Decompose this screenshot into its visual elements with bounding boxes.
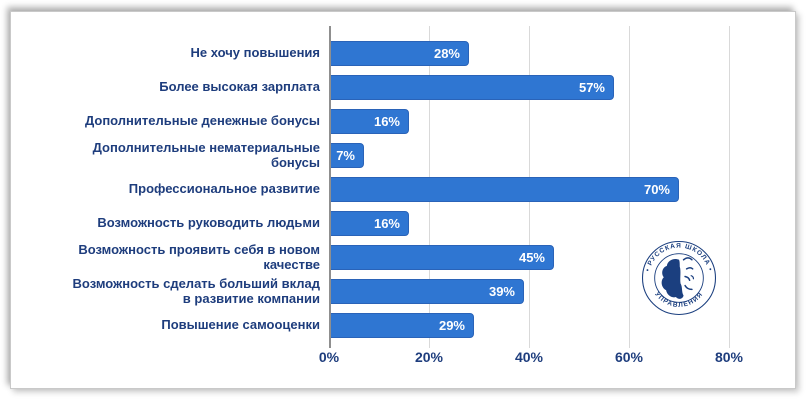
bar: 28% <box>329 40 469 66</box>
lion-head-icon <box>661 257 695 299</box>
bar-row: 39% <box>329 274 779 308</box>
company-logo: • РУССКАЯ ШКОЛА • УПРАВЛЕНИЯ <box>641 240 717 316</box>
bar-row: 28% <box>329 36 779 70</box>
bar: 29% <box>329 312 474 338</box>
category-label: Дополнительные нематериальные бонусы <box>92 139 320 170</box>
bar-value-label: 7% <box>336 147 355 163</box>
bar-chart: Не хочу повышения Более высокая зарплата Д… <box>23 26 779 380</box>
bar-row: 29% <box>329 308 779 342</box>
bar-row: 45% <box>329 240 779 274</box>
logo-inner-ring <box>654 253 704 303</box>
bars-area: 28% 57% 16% 7% 70% 16% 45% 39% 29% <box>329 26 779 348</box>
y-axis-line <box>329 26 331 348</box>
bar-value-label: 16% <box>373 113 400 129</box>
bar-row: 70% <box>329 172 779 206</box>
x-tick-label: 80% <box>714 349 744 365</box>
category-labels-column: Не хочу повышения Более высокая зарплата Д… <box>23 26 329 380</box>
category-label: Возможность проявить себя в новом качест… <box>78 241 320 272</box>
bar-row: 16% <box>329 104 779 138</box>
bar: 39% <box>329 278 524 304</box>
bar-value-label: 28% <box>433 45 460 61</box>
bar-row: 7% <box>329 138 779 172</box>
bar: 7% <box>329 142 364 168</box>
bar: 16% <box>329 108 409 134</box>
category-label: Профессиональное развитие <box>128 181 320 197</box>
logo-outer-ring <box>641 240 717 316</box>
bar-value-label: 70% <box>643 181 670 197</box>
x-tick-label: 60% <box>614 349 643 365</box>
bar-row: 57% <box>329 70 779 104</box>
category-label: Возможность сделать больший вклад в разв… <box>72 275 320 306</box>
category-label: Возможность руководить людьми <box>97 215 320 231</box>
bar: 16% <box>329 210 409 236</box>
category-label: Повышение самооценки <box>161 317 320 333</box>
bar-value-label: 16% <box>373 215 400 231</box>
x-axis: 0% 20% 40% 60% 80% <box>319 342 779 372</box>
bar-value-label: 57% <box>578 79 605 95</box>
bar: 57% <box>329 74 614 100</box>
bar-value-label: 29% <box>438 317 465 333</box>
gridline <box>729 26 730 348</box>
x-tick-label: 0% <box>318 349 340 365</box>
category-label: Более высокая зарплата <box>159 79 320 95</box>
bar-row: 16% <box>329 206 779 240</box>
bar: 45% <box>329 244 554 270</box>
bar-value-label: 39% <box>488 283 515 299</box>
bar-value-label: 45% <box>518 249 545 265</box>
plot-area: 28% 57% 16% 7% 70% 16% 45% 39% 29% 0% 20% 40% 60% 80… <box>319 26 779 380</box>
x-tick-label: 40% <box>514 349 544 365</box>
chart-card: Не хочу повышения Более высокая зарплата Д… <box>10 11 796 389</box>
category-label: Дополнительные денежные бонусы <box>84 113 320 129</box>
category-label: Не хочу повышения <box>190 45 320 61</box>
x-tick-label: 20% <box>414 349 444 365</box>
bar: 70% <box>329 176 679 202</box>
